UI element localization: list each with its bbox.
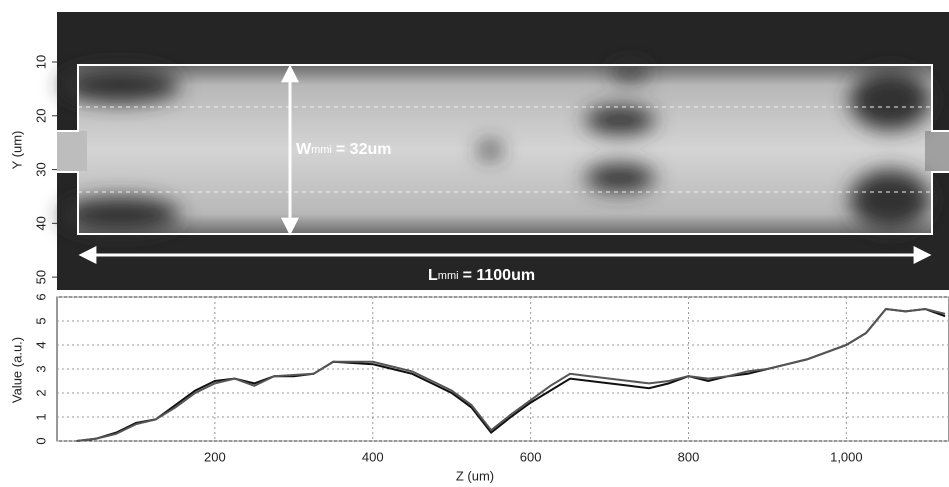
series-line — [76, 307, 946, 442]
x-tick-label: 400 — [362, 449, 384, 464]
value: = 32um — [336, 141, 392, 158]
y-tick-label: 4 — [33, 341, 48, 348]
y-axis-label: Value (a.u.) — [9, 337, 24, 403]
y-tick-label: 1 — [33, 413, 48, 420]
field-map: Wmmi = 32um Lmmi = 1100um — [57, 12, 949, 290]
subscript: mmi — [438, 270, 459, 282]
y-tick-label: 20 — [33, 109, 48, 123]
length-label: Lmmi = 1100um — [428, 267, 535, 284]
y-tick-label: 0 — [33, 437, 48, 444]
y-tick-label: 30 — [33, 162, 48, 176]
x-tick-label: 200 — [204, 449, 226, 464]
series-line — [76, 307, 946, 442]
y-tick-label: 6 — [33, 293, 48, 300]
y-tick-label: 3 — [33, 365, 48, 372]
width-label: Wmmi = 32um — [296, 141, 391, 158]
x-tick-label: 1,000 — [830, 449, 863, 464]
y-tick-label: 5 — [33, 317, 48, 324]
y-tick-label: 2 — [33, 389, 48, 396]
y-axis-label: Y (um) — [9, 131, 24, 170]
x-axis-label: Z (um) — [456, 468, 494, 483]
y-tick-label: 40 — [33, 216, 48, 230]
y-tick-label: 50 — [33, 270, 48, 284]
x-tick-label: 800 — [678, 449, 700, 464]
value: = 1100um — [463, 267, 536, 284]
x-tick-label: 600 — [520, 449, 542, 464]
symbol: W — [296, 141, 312, 158]
y-tick-label: 10 — [33, 55, 48, 69]
symbol: L — [428, 267, 438, 284]
subscript: mmi — [311, 144, 332, 156]
